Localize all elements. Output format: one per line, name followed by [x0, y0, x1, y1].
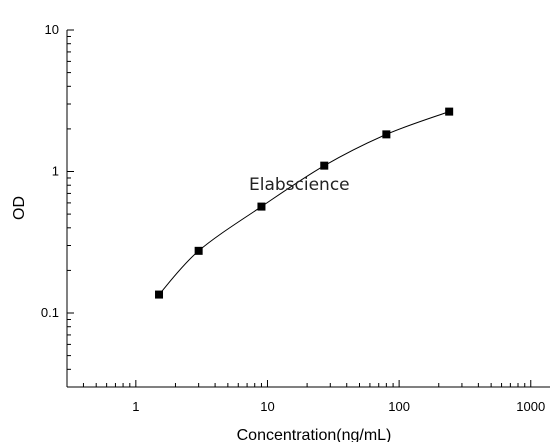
data-point — [194, 246, 203, 255]
axes — [66, 30, 550, 388]
y-tick-label: 10 — [45, 22, 59, 37]
data-markers — [155, 107, 454, 299]
data-point — [257, 202, 266, 211]
data-point — [320, 161, 329, 170]
ticks — [66, 29, 532, 388]
x-tick-label: 100 — [388, 399, 410, 414]
watermark: Elabscience — [249, 175, 350, 195]
x-axis-title: Concentration(ng/mL) — [237, 427, 392, 442]
x-tick-label: 1000 — [516, 399, 545, 414]
y-tick-label: 1 — [52, 164, 59, 179]
y-axis-title: OD — [11, 196, 28, 220]
data-point — [445, 107, 454, 116]
data-point — [382, 130, 391, 139]
series-line — [158, 111, 450, 295]
tick-labels: 1 10 100 1000 0.1 1 10 — [41, 22, 545, 414]
y-tick-label: 0.1 — [41, 305, 59, 320]
x-tick-label: 10 — [260, 399, 274, 414]
data-point — [155, 290, 164, 299]
x-tick-label: 1 — [132, 399, 139, 414]
